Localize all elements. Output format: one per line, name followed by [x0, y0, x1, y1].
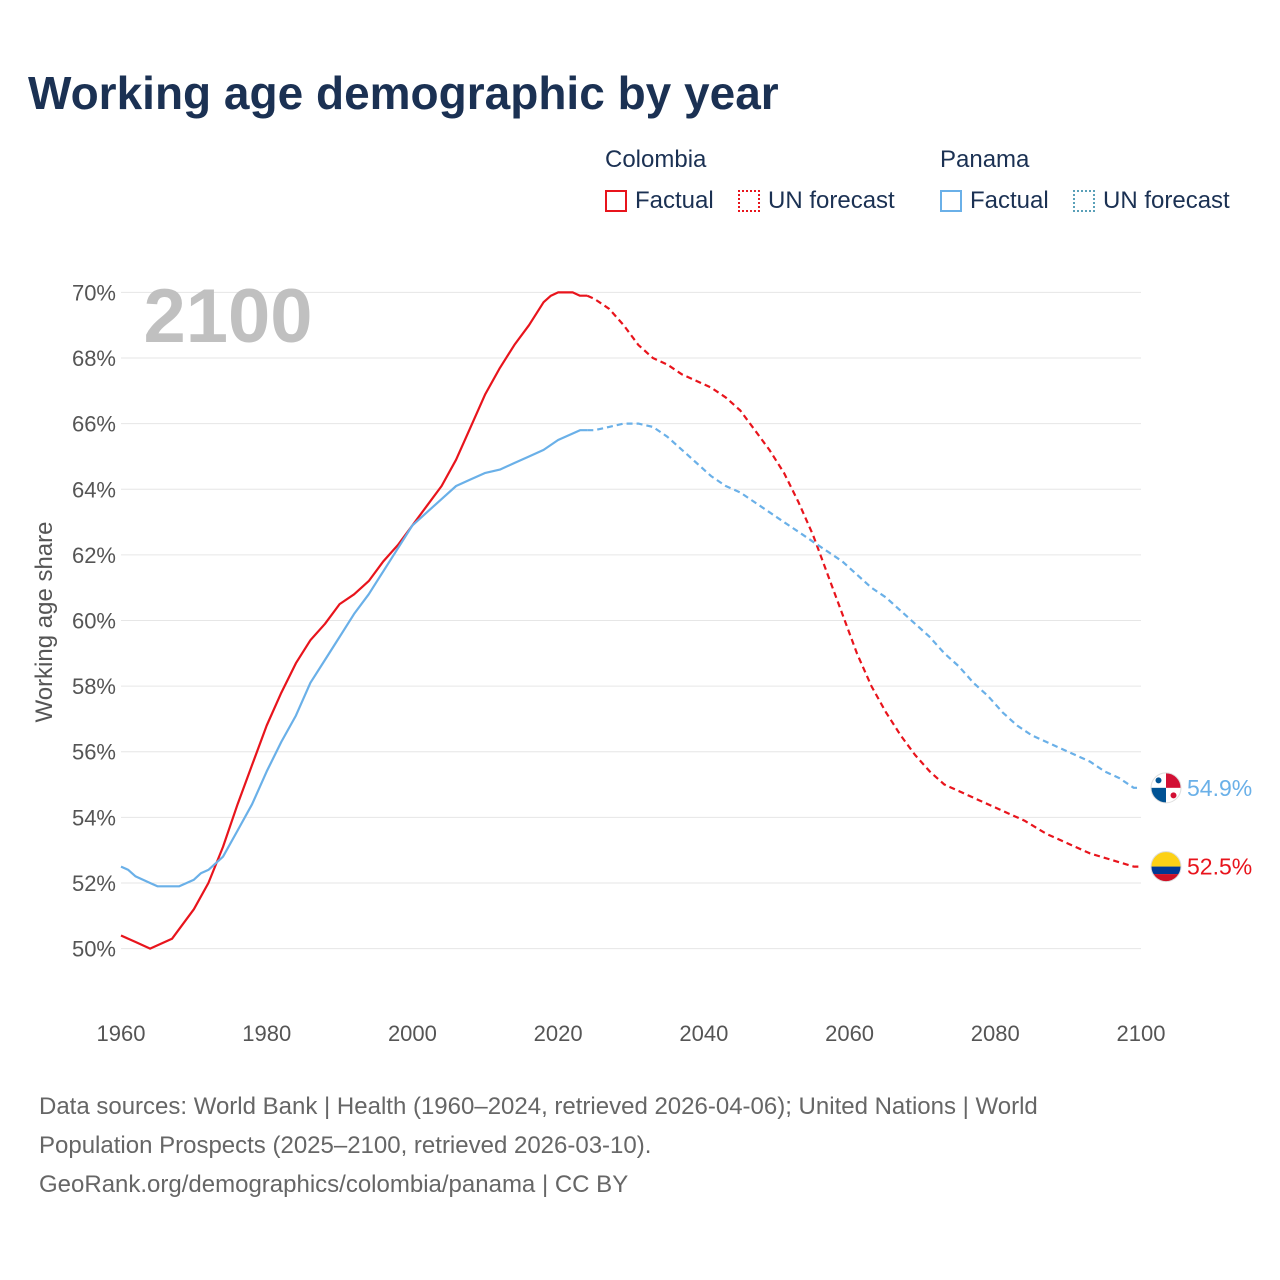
y-tick-label: 70% [72, 280, 116, 305]
x-tick-label: 2100 [1117, 1021, 1166, 1046]
x-tick-label: 2020 [534, 1021, 583, 1046]
footer: Data sources: World Bank | Health (1960–… [39, 1087, 1199, 1204]
colombia-flag-icon [1150, 851, 1182, 883]
legend-colombia-forecast-label: UN forecast [768, 187, 895, 214]
chart-title: Working age demographic by year [28, 67, 779, 119]
legend-swatch-dotted-red [738, 190, 760, 212]
y-tick-label: 52% [72, 871, 116, 896]
legend-swatch-solid-red [605, 190, 627, 212]
y-tick-label: 56% [72, 740, 116, 765]
legend-colombia-forecast[interactable]: UN forecast [738, 187, 895, 215]
panama-factual-line[interactable] [120, 429, 588, 888]
legend-swatch-solid-blue [940, 190, 962, 212]
panama-flag-icon [1150, 772, 1182, 804]
year-watermark: 2100 [143, 274, 312, 359]
series-endpoints: 52.5% 54.9% [1150, 772, 1252, 883]
gridlines [121, 291, 1141, 950]
footer-sources-line2: Population Prospects (2025–2100, retriev… [39, 1132, 652, 1159]
legend-panama-forecast[interactable]: UN forecast [1073, 187, 1230, 215]
legend-panama-factual-label: Factual [970, 187, 1049, 214]
x-tick-label: 1960 [97, 1021, 146, 1046]
y-tick-label: 58% [72, 674, 116, 699]
y-tick-label: 62% [72, 543, 116, 568]
legend-colombia-factual[interactable]: Factual [605, 187, 714, 215]
legend-panama-label: Panama [940, 146, 1030, 173]
y-axis-label: Working age share [31, 522, 58, 723]
y-tick-label: 60% [72, 609, 116, 634]
x-tick-label: 1980 [242, 1021, 291, 1046]
series-layer [120, 291, 1141, 950]
legend-panama-forecast-label: UN forecast [1103, 187, 1230, 214]
x-tick-label: 2080 [971, 1021, 1020, 1046]
y-tick-label: 66% [72, 412, 116, 437]
colombia-forecast-line[interactable] [586, 294, 1141, 868]
footer-credit-link[interactable]: GeoRank.org/demographics/colombia/panama… [39, 1171, 629, 1198]
y-tick-label: 64% [72, 477, 116, 502]
panama-end-value-label: 54.9% [1187, 775, 1252, 801]
legend-swatch-dotted-blue [1073, 190, 1095, 212]
colombia-end-value-label: 52.5% [1187, 854, 1252, 880]
legend-panama-factual[interactable]: Factual [940, 187, 1049, 215]
y-axis-ticks: 50% 52% 54% 56% 58% 60% 62% 64% 66% 68% 70% [72, 280, 116, 961]
footer-sources-line1: Data sources: World Bank | Health (1960–… [39, 1093, 1038, 1120]
x-tick-label: 2060 [825, 1021, 874, 1046]
panama-forecast-line[interactable] [587, 422, 1141, 789]
y-tick-label: 54% [72, 805, 116, 830]
legend-colombia-label: Colombia [605, 146, 707, 173]
line-chart: 50%52%54%56%58%60%62%64%66%68%70% 1960 19… [31, 274, 1252, 1046]
x-tick-label: 2000 [388, 1021, 437, 1046]
x-tick-label: 2040 [679, 1021, 728, 1046]
legend-colombia-factual-label: Factual [635, 187, 714, 214]
y-tick-label: 50% [72, 937, 116, 962]
x-axis-ticks: 1960 1980 2000 2020 2040 2060 2080 2100 [97, 1021, 1166, 1046]
colombia-factual-line[interactable] [120, 291, 588, 950]
y-tick-label: 68% [72, 346, 116, 371]
